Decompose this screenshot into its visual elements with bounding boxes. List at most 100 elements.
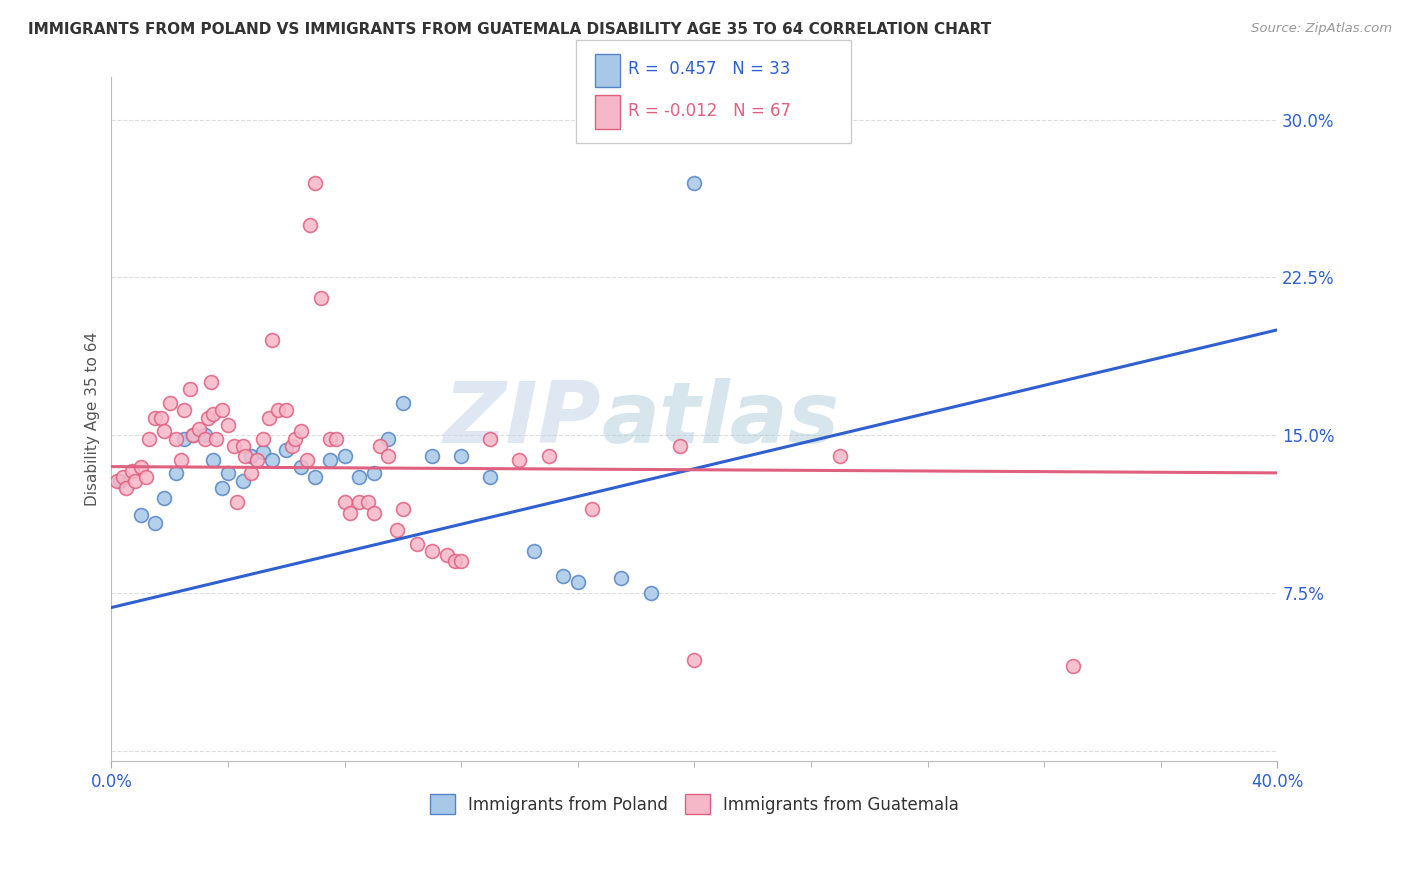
- Point: [567, 575, 589, 590]
- Point: [347, 495, 370, 509]
- Point: [121, 464, 143, 478]
- Text: Source: ZipAtlas.com: Source: ZipAtlas.com: [1251, 22, 1392, 36]
- Point: [319, 453, 342, 467]
- Point: [135, 470, 157, 484]
- Point: [181, 428, 204, 442]
- Point: [129, 459, 152, 474]
- Point: [105, 475, 128, 489]
- Point: [276, 442, 298, 457]
- Point: [828, 449, 851, 463]
- Point: [217, 417, 239, 432]
- Point: [202, 453, 225, 467]
- Point: [200, 376, 222, 390]
- Point: [149, 411, 172, 425]
- Point: [581, 501, 603, 516]
- Point: [508, 453, 530, 467]
- Point: [187, 422, 209, 436]
- Point: [290, 424, 312, 438]
- Text: R =  0.457   N = 33: R = 0.457 N = 33: [628, 60, 790, 78]
- Point: [252, 432, 274, 446]
- Point: [392, 396, 415, 410]
- Point: [138, 432, 160, 446]
- Legend: Immigrants from Poland, Immigrants from Guatemala: Immigrants from Poland, Immigrants from …: [430, 794, 959, 814]
- Point: [108, 475, 131, 489]
- Point: [284, 432, 307, 446]
- Point: [211, 481, 233, 495]
- Point: [325, 432, 347, 446]
- Point: [222, 438, 245, 452]
- Point: [406, 537, 429, 551]
- Point: [202, 407, 225, 421]
- Point: [479, 470, 502, 484]
- Point: [450, 554, 472, 568]
- Y-axis label: Disability Age 35 to 64: Disability Age 35 to 64: [86, 332, 100, 507]
- Point: [197, 411, 219, 425]
- Point: [240, 466, 263, 480]
- Point: [276, 402, 298, 417]
- Point: [347, 470, 370, 484]
- Point: [392, 501, 415, 516]
- Point: [179, 382, 201, 396]
- Point: [309, 291, 332, 305]
- Point: [194, 428, 217, 442]
- Point: [537, 449, 560, 463]
- Point: [115, 481, 138, 495]
- Point: [211, 402, 233, 417]
- Point: [232, 438, 254, 452]
- Point: [260, 453, 283, 467]
- Point: [450, 449, 472, 463]
- Point: [333, 449, 356, 463]
- Point: [260, 334, 283, 348]
- Point: [225, 495, 247, 509]
- Point: [333, 495, 356, 509]
- Point: [240, 449, 263, 463]
- Point: [129, 508, 152, 522]
- Point: [444, 554, 467, 568]
- Point: [319, 432, 342, 446]
- Point: [640, 586, 662, 600]
- Point: [112, 470, 135, 484]
- Point: [298, 218, 321, 232]
- Point: [170, 453, 193, 467]
- Point: [668, 438, 690, 452]
- Text: atlas: atlas: [602, 377, 839, 461]
- Point: [143, 411, 166, 425]
- Point: [246, 453, 269, 467]
- Point: [523, 543, 546, 558]
- Point: [420, 449, 443, 463]
- Point: [235, 449, 257, 463]
- Point: [165, 432, 187, 446]
- Point: [143, 516, 166, 531]
- Point: [339, 506, 361, 520]
- Point: [420, 543, 443, 558]
- Point: [1062, 659, 1084, 673]
- Point: [304, 470, 326, 484]
- Point: [257, 411, 280, 425]
- Point: [153, 424, 176, 438]
- Point: [295, 453, 318, 467]
- Text: ZIP: ZIP: [443, 377, 602, 461]
- Point: [553, 569, 575, 583]
- Point: [304, 176, 326, 190]
- Point: [281, 438, 304, 452]
- Point: [173, 432, 195, 446]
- Point: [124, 475, 146, 489]
- Point: [159, 396, 181, 410]
- Point: [217, 466, 239, 480]
- Point: [266, 402, 288, 417]
- Text: R = -0.012   N = 67: R = -0.012 N = 67: [628, 103, 792, 120]
- Point: [205, 432, 228, 446]
- Point: [290, 459, 312, 474]
- Point: [479, 432, 502, 446]
- Point: [153, 491, 176, 505]
- Point: [181, 428, 204, 442]
- Point: [363, 466, 385, 480]
- Point: [357, 495, 380, 509]
- Point: [436, 548, 458, 562]
- Point: [377, 432, 399, 446]
- Point: [173, 402, 195, 417]
- Text: IMMIGRANTS FROM POLAND VS IMMIGRANTS FROM GUATEMALA DISABILITY AGE 35 TO 64 CORR: IMMIGRANTS FROM POLAND VS IMMIGRANTS FRO…: [28, 22, 991, 37]
- Point: [377, 449, 399, 463]
- Point: [363, 506, 385, 520]
- Point: [683, 176, 706, 190]
